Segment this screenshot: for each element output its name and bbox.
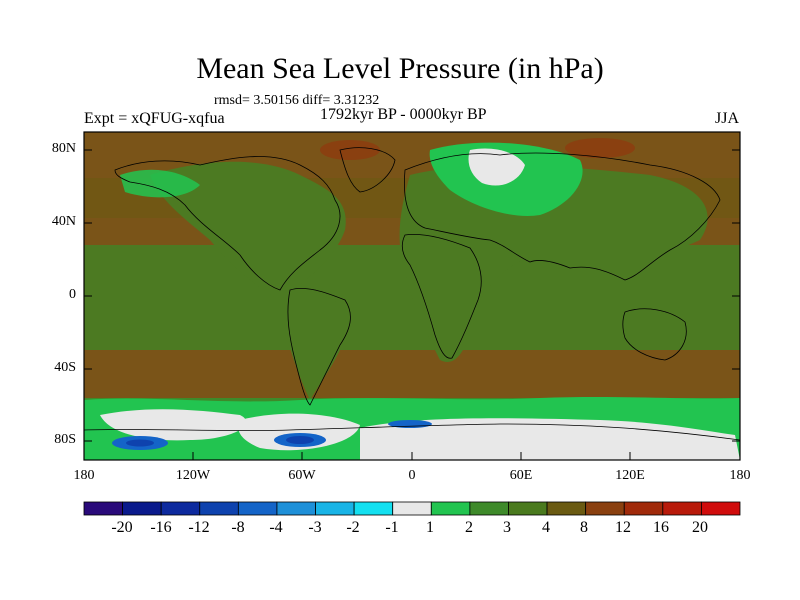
colorbar [83,501,741,516]
colorbar-label: -20 [111,519,133,536]
colorbar-box [122,501,162,516]
colorbar-box [160,501,201,516]
colorbar-box [353,501,394,516]
coast-north-america [114,156,341,291]
colorbar-label: 16 [653,519,669,536]
colorbar-label: 2 [465,519,473,536]
lat-tick-label: 80N [51,141,76,156]
coast-antarctica [84,423,740,441]
colorbar-label: 4 [542,519,550,536]
coast-australia [622,308,687,361]
field-south-america [285,289,350,400]
colorbar-box [199,501,239,516]
lon-tick-label: 120W [175,468,211,483]
stats-label: rmsd= 3.50156 diff= 3.31232 [214,93,380,108]
colorbar-label: 8 [580,519,588,536]
colorbar-box [585,501,625,516]
lat-tick-label: 40N [51,214,76,229]
coastlines [84,147,740,441]
plot-title: Mean Sea Level Pressure (in hPa) [196,52,604,85]
colorbar-box [430,501,471,516]
period-label: 1792kyr BP - 0000kyr BP [320,106,487,123]
colorbar-label: -8 [231,519,245,536]
coast-greenland [339,147,396,193]
colorbar-box [83,501,123,516]
coast-africa [401,233,482,359]
field-alaska-green [120,169,200,198]
field-scandinavia-white [468,148,525,186]
lon-tick-label: 180 [73,468,95,483]
field-eurasia [399,165,708,362]
lat-tick-label: 40S [54,360,76,375]
colorbar-label: 12 [615,519,631,536]
colorbar-box [469,501,509,516]
colorbar-label: 3 [503,519,511,536]
coast-south-america [287,287,351,406]
lat-tick-label: 80S [54,432,76,447]
colorbar-box [623,501,664,516]
colorbar-label: -2 [346,519,360,536]
lon-tick-label: 60E [509,468,533,483]
season-label: JJA [715,110,740,127]
colorbar-label: -12 [188,519,210,536]
colorbar-box [546,501,587,516]
field-low-a-core [126,439,154,447]
coast-eurasia [404,152,721,281]
colorbar-label: -1 [385,519,399,536]
field-southern-white-a [100,409,247,441]
lat-tick-label: 0 [69,287,76,302]
colorbar-label: -4 [269,519,283,536]
lon-tick-label: 60W [288,468,316,483]
colorbar-box [237,501,278,516]
colorbar-label: 1 [426,519,434,536]
colorbar-box [392,501,432,516]
colorbar-label: 20 [692,519,708,536]
pressure-field [84,132,740,460]
field-north-america [150,161,346,300]
colorbar-label: -3 [308,519,322,536]
lon-tick-marks [83,452,741,460]
colorbar-box [315,501,355,516]
lat-tick-marks [84,149,740,442]
field-spot-siberia [565,138,635,158]
lon-tick-label: 120E [615,468,645,483]
colorbar-box [508,501,548,516]
field-spot-northpacific [320,140,380,160]
colorbar-label: -16 [150,519,172,536]
colorbar-box [276,501,316,516]
field-low-b-core [286,436,314,444]
colorbar-box [701,501,741,516]
field-southern-white-b [238,413,360,451]
experiment-label: Expt = xQFUG-xqfua [84,110,225,127]
lon-tick-label: 0 [408,468,416,483]
colorbar-box [662,501,702,516]
field-antarctica-white [360,418,740,460]
lon-tick-label: 180 [729,468,751,483]
